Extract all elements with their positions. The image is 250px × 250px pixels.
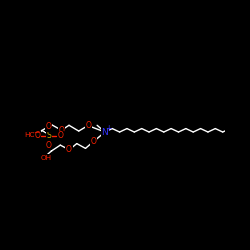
Text: O: O: [90, 137, 96, 146]
Text: O: O: [46, 140, 52, 149]
Text: S: S: [46, 132, 51, 140]
Text: +: +: [105, 124, 112, 133]
Text: O: O: [46, 122, 52, 131]
Text: OH: OH: [40, 155, 51, 161]
Text: O: O: [58, 126, 64, 134]
Text: N: N: [102, 128, 108, 136]
Text: HO: HO: [24, 132, 36, 138]
Text: O: O: [57, 132, 63, 140]
Text: −: −: [34, 130, 40, 136]
Text: O: O: [34, 132, 40, 140]
Text: O: O: [86, 121, 91, 130]
Text: O: O: [66, 145, 72, 154]
